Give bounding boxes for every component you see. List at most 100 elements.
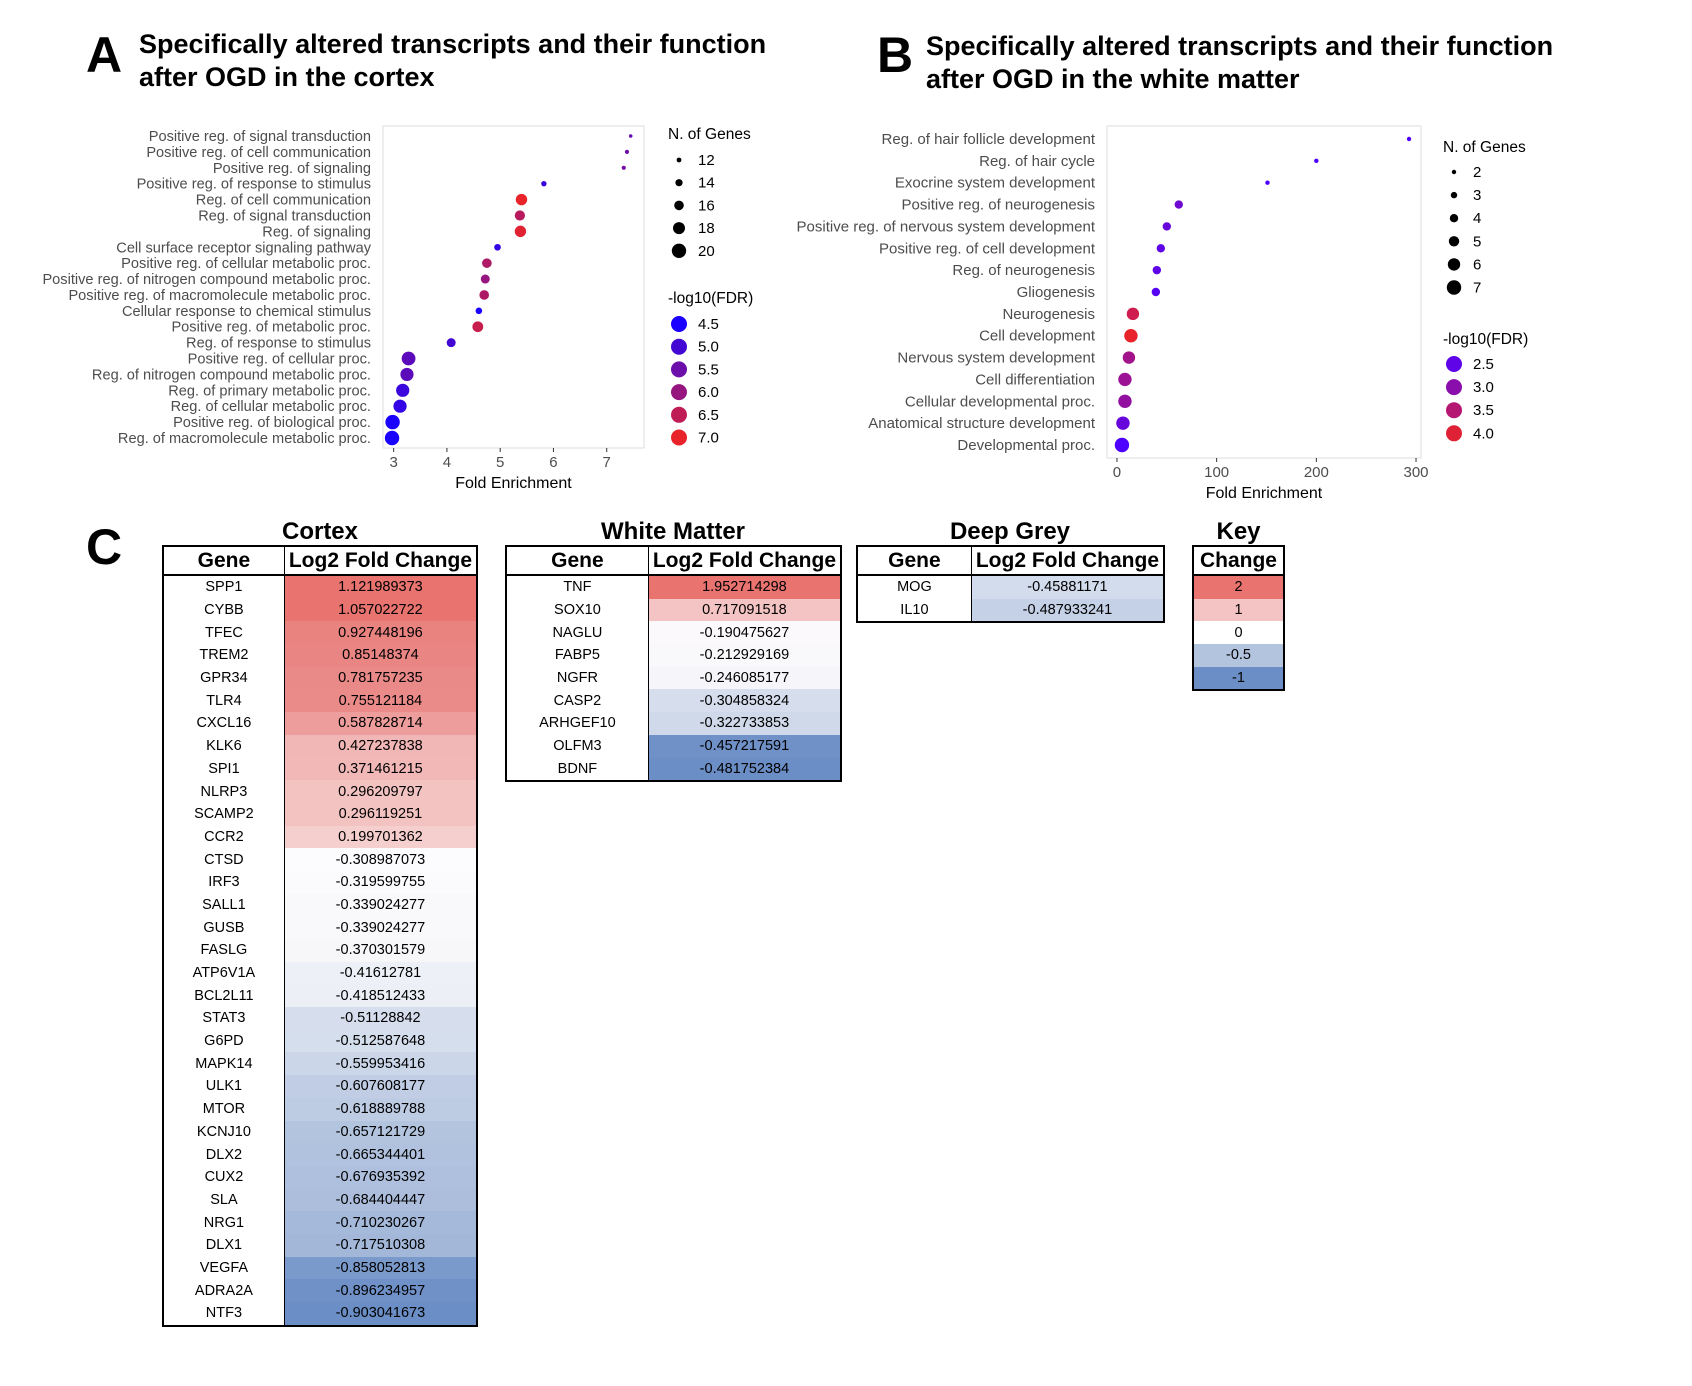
- table-row: SALL1 -0.339024277: [164, 893, 476, 917]
- data-point: [628, 134, 633, 138]
- data-point: [1162, 222, 1172, 231]
- table-row: BCL2L11 -0.418512433: [164, 984, 476, 1008]
- term-label: Developmental proc.: [957, 437, 1095, 454]
- color-legend-key: [1446, 379, 1462, 396]
- gene-cell: CCR2: [204, 828, 244, 845]
- term-label: Positive reg. of macromolecule metabolic…: [68, 288, 371, 304]
- x-tick-label: 4: [443, 454, 451, 471]
- gene-cell: SCAMP2: [194, 806, 254, 823]
- size-legend-label: 20: [698, 243, 715, 260]
- key-cell: 2: [1194, 575, 1283, 599]
- gene-cell: KCNJ10: [196, 1123, 251, 1140]
- fold-change-cell: -0.418512433: [283, 984, 476, 1008]
- color-legend-key: [1446, 425, 1462, 442]
- fold-change-cell: -0.190475627: [647, 621, 840, 645]
- fold-change-cell: -0.618889788: [283, 1097, 476, 1121]
- fold-change-cell: 0.427237838: [283, 734, 476, 758]
- term-label: Positive reg. of cell communication: [146, 145, 371, 161]
- fold-change-cell: -0.607608177: [283, 1075, 476, 1098]
- data-point: [1122, 351, 1136, 364]
- table-row: FABP5 -0.212929169: [507, 644, 840, 667]
- term-label: Positive reg. of response to stimulus: [137, 177, 371, 193]
- size-legend-label: 4: [1473, 210, 1481, 227]
- gene-cell: FASLG: [200, 942, 248, 959]
- data-point: [1118, 394, 1132, 408]
- term-label: Cellular response to chemical stimulus: [122, 304, 371, 320]
- table-row: ARHGEF10 -0.322733853: [507, 712, 840, 735]
- gene-cell: CUX2: [204, 1169, 244, 1186]
- table-row: CASP2 -0.304858324: [507, 689, 840, 713]
- gene-cell: NTF3: [205, 1305, 243, 1322]
- table-row: CCR2 0.199701362: [164, 825, 476, 849]
- x-tick-label: 300: [1404, 464, 1429, 481]
- fold-change-cell: -0.487933241: [970, 598, 1163, 622]
- fold-change-cell: -0.304858324: [647, 689, 840, 713]
- gene-cell: FABP5: [554, 647, 600, 664]
- fold-change-cell: 0.755121184: [283, 689, 476, 713]
- x-tick-label: 0: [1113, 464, 1121, 481]
- fold-change-cell: -0.51128842: [283, 1007, 476, 1030]
- data-point: [514, 210, 525, 221]
- table-row: MAPK14 -0.559953416: [164, 1052, 476, 1076]
- gene-cell: VEGFA: [199, 1259, 249, 1276]
- data-point: [515, 193, 528, 206]
- gene-cell: SOX10: [554, 602, 601, 619]
- color-legend-key: [671, 316, 687, 332]
- x-tick-label: 5: [496, 454, 504, 471]
- table-row: 1: [1194, 598, 1283, 622]
- data-point: [1118, 372, 1132, 387]
- color-legend-label: 5.0: [698, 339, 719, 356]
- data-point: [480, 274, 490, 284]
- size-legend-key: [676, 157, 682, 163]
- size-legend-label: 18: [698, 220, 715, 237]
- size-legend-key: [1449, 214, 1459, 223]
- gene-cell: ADRA2A: [194, 1282, 253, 1299]
- table-row: DLX2 -0.665344401: [164, 1143, 476, 1166]
- size-legend-key: [671, 243, 687, 258]
- gene-cell: G6PD: [204, 1033, 244, 1050]
- term-label: Reg. of macromolecule metabolic proc.: [118, 431, 371, 447]
- data-point: [1114, 437, 1130, 453]
- size-legend-label: 14: [698, 175, 715, 192]
- fold-change-cell: -0.319599755: [283, 870, 476, 894]
- color-legend-label: 2.5: [1473, 356, 1494, 373]
- column-header-gene: Gene: [858, 547, 972, 576]
- term-label: Gliogenesis: [1017, 284, 1095, 301]
- gene-cell: NAGLU: [552, 624, 603, 641]
- table-row: NLRP3 0.296209797: [164, 780, 476, 803]
- fold-change-cell: -0.212929169: [647, 644, 840, 667]
- table-row: TLR4 0.755121184: [164, 689, 476, 713]
- term-label: Cellular developmental proc.: [905, 393, 1095, 410]
- table-row: DLX1 -0.717510308: [164, 1233, 476, 1257]
- column-header-log2fc: Log2 Fold Change: [647, 547, 840, 576]
- fold-change-cell: 0.371461215: [283, 757, 476, 781]
- table-row: CYBB 1.057022722: [164, 598, 476, 622]
- term-label: Nervous system development: [897, 350, 1095, 367]
- fold-change-cell: 0.927448196: [283, 621, 476, 645]
- term-label: Positive reg. of cell development: [879, 240, 1096, 257]
- fold-change-cell: 0.717091518: [647, 598, 840, 622]
- fold-change-cell: -0.657121729: [283, 1120, 476, 1144]
- color-legend-label: 6.0: [698, 384, 719, 401]
- size-legend-label: 5: [1473, 233, 1481, 250]
- term-label: Anatomical structure development: [868, 415, 1096, 432]
- fold-change-cell: -0.45881171: [970, 575, 1163, 599]
- fold-change-cell: -0.717510308: [283, 1233, 476, 1257]
- gene-cell: ATP6V1A: [192, 965, 256, 982]
- data-point: [475, 307, 483, 315]
- chart-a: Positive reg. of signal transductionPosi…: [42, 125, 753, 492]
- size-legend-key: [673, 222, 685, 235]
- gene-cell: TNF: [563, 579, 592, 596]
- fold-change-cell: 0.587828714: [283, 712, 476, 735]
- table-row: IRF3 -0.319599755: [164, 870, 476, 894]
- term-label: Positive reg. of neurogenesis: [902, 197, 1095, 214]
- data-point: [1174, 200, 1183, 209]
- color-legend-key: [671, 406, 687, 423]
- term-label: Cell differentiation: [975, 371, 1095, 388]
- table-row: NRG1 -0.710230267: [164, 1211, 476, 1234]
- gene-cell: IL10: [900, 602, 929, 619]
- data-point: [479, 290, 490, 300]
- fold-change-cell: 0.296209797: [283, 780, 476, 803]
- data-point: [1156, 244, 1166, 253]
- table-row: VEGFA -0.858052813: [164, 1256, 476, 1280]
